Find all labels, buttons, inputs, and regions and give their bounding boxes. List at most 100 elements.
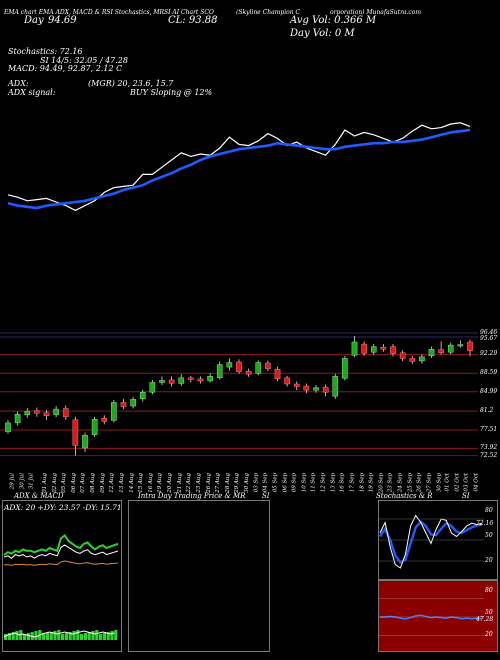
stochastic-k-line: [379, 514, 483, 569]
candle-body: [361, 343, 367, 354]
candle-body: [149, 382, 156, 393]
adx-signal-label: ADX signal:: [8, 88, 56, 97]
candle-body: [188, 377, 194, 380]
candle-body: [159, 380, 165, 383]
candle-body: [265, 362, 271, 369]
stochastic-d-line: [378, 520, 483, 564]
mrsi-level-20: 20: [485, 631, 493, 638]
macd-histogram-bar: [95, 630, 99, 640]
intraday-panel-caption: Intra Day Trading Price & MR: [138, 492, 246, 500]
candle-body: [24, 410, 31, 415]
candle-body: [332, 376, 339, 397]
price-level-label: 81.2: [480, 407, 494, 415]
price-level-label: 92.29: [480, 350, 498, 358]
candle-body: [91, 419, 98, 435]
candle-body: [419, 356, 425, 362]
main-chart: [0, 122, 478, 457]
candle-body: [139, 391, 146, 400]
macd-histogram-bar: [99, 634, 103, 640]
macd-histogram-bar: [106, 632, 110, 640]
stoch-panel-caption-si: SI: [462, 492, 470, 500]
day-label: Day: [24, 15, 44, 26]
candle-body: [284, 377, 290, 385]
candle-body: [447, 344, 454, 353]
macd-histogram-bar: [87, 632, 91, 640]
macd-histogram-bar: [11, 632, 15, 640]
adx-line: [3, 560, 119, 566]
source-label-2: EMA: [38, 9, 54, 16]
mrsi-text: (MGR) 20, 23.6, 15.7: [88, 79, 174, 88]
stoch-level-50: 50: [485, 532, 493, 539]
candle-body: [34, 410, 40, 414]
macd-histogram-bar: [64, 633, 68, 640]
candle-body: [457, 344, 464, 347]
si-text: SI 14/5: 32.05 / 47.28: [40, 56, 128, 65]
candle-body: [438, 349, 444, 353]
header-source-labels: EMA chart EMA ADX, MACD & RSI Stochastic…: [4, 9, 214, 16]
si-panel-caption: SI: [262, 492, 270, 500]
stochastics-text: Stochastics: 72.16: [8, 47, 83, 56]
candle-body: [428, 348, 435, 357]
candle-body: [197, 378, 204, 382]
adx-panel-title: ADX: 20 +DY: 23.57 -DY: 15.71: [4, 503, 122, 512]
macd-histogram-bar: [110, 631, 114, 640]
candle-body: [236, 361, 242, 372]
candle-body: [399, 352, 406, 359]
mrsi-line: [380, 614, 483, 620]
candle-body: [390, 346, 396, 354]
candle-body: [101, 418, 108, 422]
adx-label: ADX:: [8, 79, 29, 88]
source-label-1: EMA chart: [4, 9, 37, 16]
candle-body: [178, 377, 185, 384]
macd-histogram-bar: [76, 630, 80, 640]
candle-body: [168, 379, 175, 384]
price-level-label: 96.46: [480, 329, 498, 336]
macd-histogram-bar: [53, 631, 57, 640]
candle-body: [293, 383, 300, 387]
source-label-3: ADX, MACD & RSI: [55, 9, 113, 16]
macd-histogram-bar: [4, 634, 8, 640]
price-level-label: 88.59: [480, 369, 498, 377]
candle-body: [120, 402, 127, 407]
mrsi-level-50: 50: [485, 609, 493, 616]
source-label-5: AI Chart SCO: [172, 9, 214, 16]
candle-body: [43, 412, 50, 416]
avg-volume: Avg Vol: 0.366 M: [290, 15, 377, 26]
macd-histogram-bar: [68, 632, 72, 640]
mrsi-panel: [378, 580, 498, 652]
stoch-level-80: 80: [485, 507, 493, 514]
price-level-label: 95.67: [480, 335, 498, 343]
source-label-4: Stochastics, MRSI: [114, 9, 171, 16]
intraday-panel: [128, 500, 270, 652]
stoch-panel-caption: Stochastics & R: [376, 492, 433, 500]
macd-histogram-bar: [49, 632, 53, 640]
candle-body: [303, 385, 310, 391]
candle-body: [467, 341, 473, 351]
candle-body: [255, 362, 262, 374]
macd-histogram-bar: [7, 633, 11, 640]
price-level-label: 77.51: [480, 426, 498, 434]
candle-body: [62, 408, 69, 417]
company-name-left: (Skyline Champion C: [236, 9, 301, 16]
company-name-right: orporation) MunafaSutra.com: [330, 9, 422, 16]
macd-histogram-bar: [114, 630, 118, 640]
macd-histogram-bar: [61, 634, 65, 640]
day-value: 94.69: [48, 15, 77, 26]
candle-body: [245, 370, 252, 375]
macd-histogram-bar: [102, 633, 106, 640]
candle-body: [370, 346, 377, 353]
candle-body: [380, 346, 387, 350]
candle-body: [82, 434, 88, 449]
candle-body: [216, 364, 223, 379]
day-volume: Day Vol: 0 M: [290, 28, 355, 39]
price-level-label: 73.92: [480, 444, 498, 452]
macd-histogram-bar: [15, 631, 19, 640]
stoch-current-value: 72.16: [476, 520, 494, 527]
candle-body: [351, 341, 358, 356]
macd-histogram-bar: [42, 634, 46, 640]
price-level-label: 84.99: [480, 387, 498, 395]
macd-histogram-bar: [34, 631, 38, 640]
candle-body: [53, 408, 59, 415]
macd-histogram-bar: [57, 630, 61, 640]
